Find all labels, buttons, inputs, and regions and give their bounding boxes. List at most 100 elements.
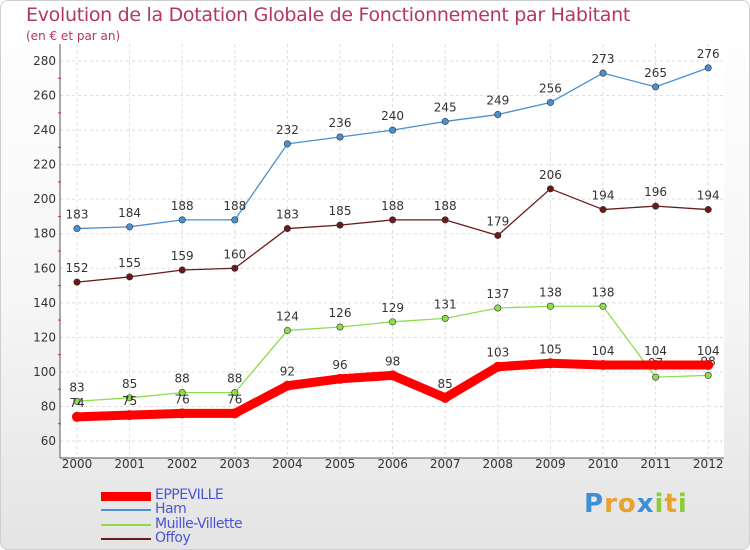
data-point — [124, 410, 135, 421]
data-label: 75 — [122, 394, 137, 408]
data-point — [389, 126, 397, 134]
data-point — [545, 358, 556, 369]
data-label: 137 — [486, 287, 509, 301]
x-tick-label: 2012 — [693, 457, 724, 471]
data-point — [336, 133, 344, 141]
x-tick-label: 2011 — [640, 457, 671, 471]
data-label: 105 — [539, 342, 562, 356]
legend-label-muille-villette: Muille-Villette — [155, 516, 243, 532]
x-tick-label: 2003 — [220, 457, 251, 471]
data-point — [126, 394, 134, 402]
data-point — [492, 361, 503, 372]
plot-area — [60, 44, 724, 458]
data-label: 96 — [332, 358, 347, 372]
data-label: 179 — [486, 214, 509, 228]
logo-letter: x — [636, 489, 655, 519]
data-point — [336, 221, 344, 229]
data-label: 183 — [66, 208, 89, 222]
legend-label-eppeville: EPPEVILLE — [155, 487, 224, 503]
chart-title: Evolution de la Dotation Globale de Fonc… — [26, 4, 631, 26]
data-label: 103 — [486, 346, 509, 360]
data-point — [704, 371, 712, 379]
data-label: 194 — [697, 189, 720, 203]
data-point — [336, 323, 344, 331]
y-tick-label: 120 — [33, 330, 56, 344]
x-tick-label: 2005 — [325, 457, 356, 471]
legend-swatch-eppeville — [101, 492, 151, 501]
x-tick-label: 2001 — [114, 457, 145, 471]
data-label: 104 — [644, 344, 667, 358]
data-label: 276 — [697, 47, 720, 61]
legend-swatch-ham — [101, 509, 151, 511]
y-tick-label: 260 — [33, 89, 56, 103]
data-label: 206 — [539, 168, 562, 182]
data-label: 194 — [592, 189, 615, 203]
data-point — [126, 223, 134, 231]
data-label: 104 — [697, 344, 720, 358]
data-point — [178, 216, 186, 224]
data-point — [178, 266, 186, 274]
data-label: 88 — [175, 372, 190, 386]
logo-letter: r — [604, 489, 618, 519]
data-point — [178, 389, 186, 397]
data-label: 74 — [69, 396, 84, 410]
data-label: 184 — [118, 206, 141, 220]
data-label: 236 — [329, 116, 352, 130]
x-tick-label: 2010 — [588, 457, 619, 471]
data-point — [441, 314, 449, 322]
data-point — [389, 216, 397, 224]
x-tick-label: 2002 — [167, 457, 198, 471]
data-point — [599, 302, 607, 310]
x-tick-label: 2007 — [430, 457, 461, 471]
data-point — [704, 64, 712, 72]
data-point — [231, 264, 239, 272]
data-label: 155 — [118, 256, 141, 270]
data-label: 124 — [276, 309, 299, 323]
data-label: 85 — [122, 377, 137, 391]
data-label: 98 — [385, 354, 400, 368]
data-label: 104 — [592, 344, 615, 358]
logo-letter: P — [584, 489, 605, 519]
data-point — [283, 225, 291, 233]
x-tick-label: 2006 — [377, 457, 408, 471]
x-tick-label: 2000 — [62, 457, 93, 471]
y-tick-label: 80 — [41, 399, 56, 413]
y-tick-label: 140 — [33, 296, 56, 310]
data-label: 131 — [434, 297, 457, 311]
data-label: 249 — [486, 94, 509, 108]
data-label: 256 — [539, 81, 562, 95]
data-label: 240 — [381, 109, 404, 123]
legend-label-ham: Ham — [155, 501, 187, 517]
data-label: 85 — [438, 377, 453, 391]
data-point — [652, 83, 660, 91]
data-label: 185 — [329, 204, 352, 218]
data-point — [546, 98, 554, 106]
data-point — [703, 360, 714, 370]
data-label: 196 — [644, 185, 667, 199]
data-label: 232 — [276, 123, 299, 137]
data-label: 92 — [280, 365, 295, 379]
data-label: 83 — [69, 380, 84, 394]
data-label: 188 — [381, 199, 404, 213]
logo-letter: i — [677, 489, 688, 519]
data-point — [231, 389, 239, 397]
y-tick-label: 160 — [33, 261, 56, 275]
data-point — [335, 373, 345, 384]
data-point — [283, 326, 291, 334]
x-tick-label: 2004 — [272, 457, 303, 471]
data-point — [387, 370, 398, 381]
y-tick-label: 100 — [33, 365, 56, 379]
data-point — [494, 231, 502, 239]
logo-letter: o — [617, 489, 637, 519]
logo-letter: t — [664, 489, 678, 519]
data-point — [73, 278, 81, 286]
y-tick-label: 180 — [33, 227, 56, 241]
data-point — [704, 206, 712, 214]
x-tick-label: 2009 — [535, 457, 566, 471]
data-label: 152 — [66, 261, 89, 275]
chart-subtitle: (en € et par an) — [26, 29, 121, 43]
data-point — [441, 216, 449, 224]
y-tick-label: 200 — [33, 192, 56, 206]
legend-label-offoy: Offoy — [155, 530, 191, 546]
